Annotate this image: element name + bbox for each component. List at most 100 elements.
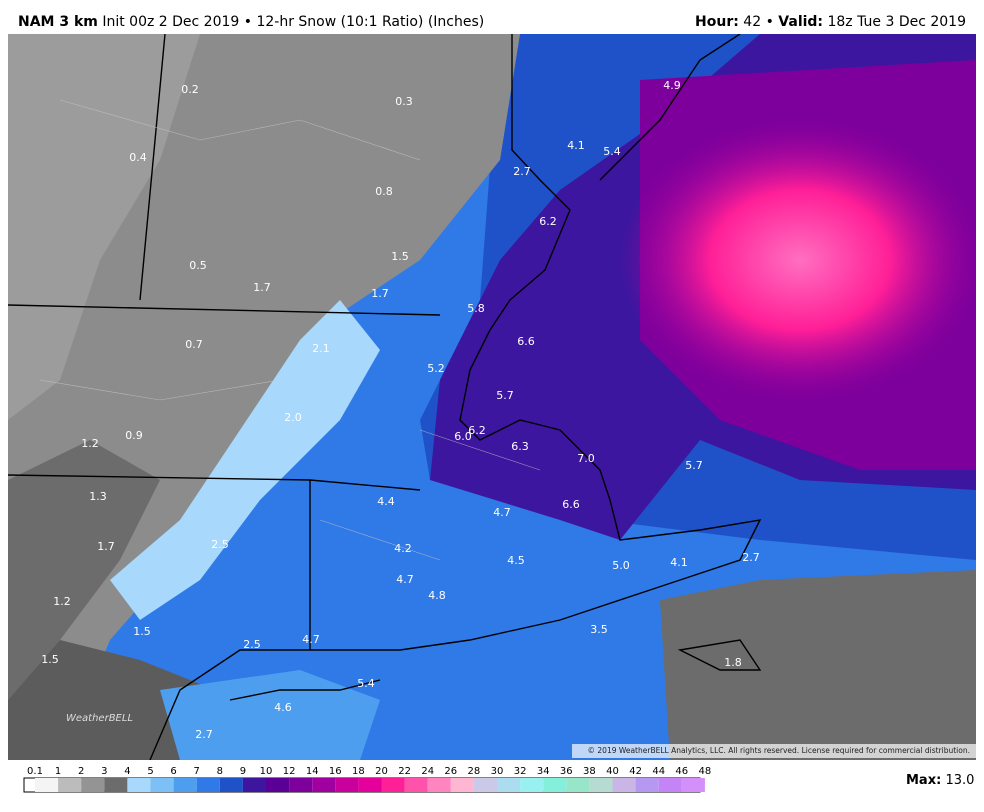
colorbar-tick-label: 24 <box>421 766 434 777</box>
colorbar-tick-label: 42 <box>629 766 642 777</box>
colorbar-swatch <box>219 778 243 792</box>
map-value-label: 6.6 <box>562 498 580 511</box>
colorbar-swatch <box>35 778 59 792</box>
colorbar-tick-label: 7 <box>194 766 200 777</box>
colorbar-swatch <box>381 778 405 792</box>
colorbar-tick-label: 28 <box>468 766 481 777</box>
colorbar-swatch <box>335 778 359 792</box>
colorbar-swatch <box>543 778 567 792</box>
colorbar-swatch <box>658 778 682 792</box>
colorbar-tick-label: 14 <box>306 766 319 777</box>
colorbar-swatch <box>404 778 428 792</box>
title: NAM 3 km Init 00z 2 Dec 2019 • 12-hr Sno… <box>18 14 484 30</box>
colorbar-tick-label: 30 <box>491 766 504 777</box>
colorbar-swatch <box>127 778 151 792</box>
map-value-label: 4.7 <box>493 506 511 519</box>
map-value-label: 3.5 <box>590 623 608 636</box>
colorbar-tick-label: 1 <box>55 766 61 777</box>
colorbar-tick-label: 4 <box>124 766 130 777</box>
map-value-label: 2.5 <box>243 638 261 651</box>
map-value-label: 2.5 <box>211 538 229 551</box>
map-value-label: 4.7 <box>396 573 414 586</box>
map-value-label: 5.4 <box>357 677 375 690</box>
colorbar-swatch <box>104 778 128 792</box>
map-value-label: 1.5 <box>391 250 409 263</box>
colorbar-swatch <box>681 778 705 792</box>
colorbar-swatch <box>312 778 336 792</box>
colorbar-tick-label: 18 <box>352 766 365 777</box>
colorbar-swatch <box>266 778 290 792</box>
colorbar-swatch <box>58 778 82 792</box>
colorbar-tick-label: 32 <box>514 766 527 777</box>
map-value-label: 6.6 <box>517 335 535 348</box>
map-value-label: 1.2 <box>81 437 99 450</box>
colorbar-swatch <box>173 778 197 792</box>
map-value-label: 2.7 <box>195 728 213 741</box>
colorbar-tick-label: 6 <box>170 766 176 777</box>
colorbar-tick-label: 20 <box>375 766 388 777</box>
map-value-label: 5.2 <box>427 362 445 375</box>
colorbar-tick-label: 2 <box>78 766 84 777</box>
colorbar-swatch <box>589 778 613 792</box>
colorbar-swatch <box>289 778 313 792</box>
map-value-label: 4.8 <box>428 589 446 602</box>
map-value-label: 2.0 <box>284 411 302 424</box>
map-value-label: 5.7 <box>496 389 514 402</box>
map-value-label: 4.4 <box>377 495 395 508</box>
colorbar-swatch <box>81 778 105 792</box>
colorbar-tick-label: 38 <box>583 766 596 777</box>
map-value-label: 4.6 <box>274 701 292 714</box>
map-value-label: 1.7 <box>371 287 389 300</box>
copyright: © 2019 WeatherBELL Analytics, LLC. All r… <box>588 746 970 755</box>
colorbar-swatch <box>473 778 497 792</box>
map-value-label: 0.4 <box>129 151 147 164</box>
colorbar-swatch <box>196 778 220 792</box>
map-value-label: 6.3 <box>511 440 529 453</box>
valid-time: Hour: 42 • Valid: 18z Tue 3 Dec 2019 <box>695 14 966 30</box>
map-value-label: 0.7 <box>185 338 203 351</box>
map-value-label: 6.2 <box>539 215 557 228</box>
map-value-label: 1.3 <box>89 490 107 503</box>
colorbar-swatch <box>497 778 521 792</box>
colorbar-tick-label: 5 <box>147 766 153 777</box>
colorbar-tick-label: 44 <box>652 766 665 777</box>
map-value-label: 1.5 <box>41 653 59 666</box>
colorbar-swatch <box>358 778 382 792</box>
colorbar-swatch <box>612 778 636 792</box>
map-value-label: 0.5 <box>189 259 207 272</box>
colorbar-tick-label: 36 <box>560 766 573 777</box>
map-value-label: 1.5 <box>133 625 151 638</box>
map-value-label: 5.8 <box>467 302 485 315</box>
map-value-label: 4.1 <box>670 556 688 569</box>
map-value-label: 0.9 <box>125 429 143 442</box>
map-value-label: 0.2 <box>181 83 199 96</box>
colorbar-tick-label: 46 <box>675 766 688 777</box>
colorbar-tick-label: 0.1 <box>27 766 43 777</box>
map-value-label: 1.8 <box>724 656 742 669</box>
map-value-label: 5.4 <box>603 145 621 158</box>
colorbar-tick-label: 10 <box>260 766 273 777</box>
colorbar-tick-label: 22 <box>398 766 411 777</box>
map-value-label: 7.0 <box>577 452 595 465</box>
colorbar-tick-label: 12 <box>283 766 296 777</box>
max-value: Max: 13.0 <box>906 773 974 788</box>
map-value-label: 6.2 <box>468 424 486 437</box>
map-value-label: 1.2 <box>53 595 71 608</box>
map: 0.2 0.3 0.4 0.8 4.9 4.1 5.4 2.7 6.2 0.5 1.5 1.7 1.7 5… <box>8 34 976 760</box>
colorbar-tick-label: 34 <box>537 766 550 777</box>
colorbar-tick-label: 3 <box>101 766 107 777</box>
colorbar-tick-label: 48 <box>699 766 712 777</box>
colorbar-tick-label: 9 <box>240 766 246 777</box>
map-value-label: 2.1 <box>312 342 330 355</box>
map-value-label: 4.9 <box>663 79 681 92</box>
map-value-label: 0.8 <box>375 185 393 198</box>
map-value-label: 2.7 <box>513 165 531 178</box>
map-value-label: 1.7 <box>97 540 115 553</box>
map-value-label: 4.7 <box>302 633 320 646</box>
map-value-label: 4.2 <box>394 542 412 555</box>
map-value-label: 4.5 <box>507 554 525 567</box>
map-value-label: 5.0 <box>612 559 630 572</box>
map-value-label: 5.7 <box>685 459 703 472</box>
colorbar-swatch <box>150 778 174 792</box>
